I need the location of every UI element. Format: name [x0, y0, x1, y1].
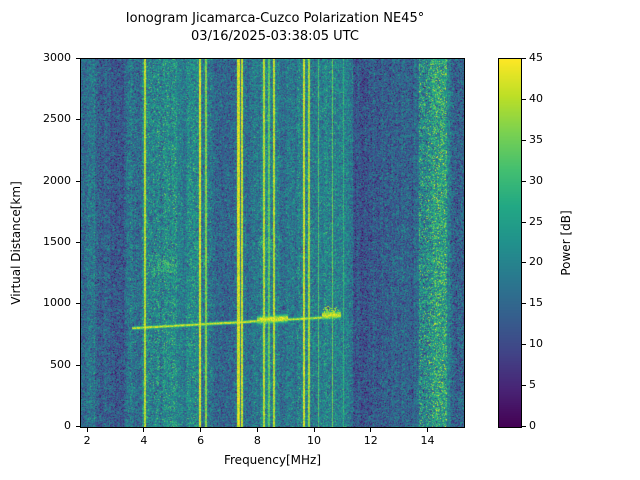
colorbar-label: Power [dB]: [559, 210, 573, 276]
y-tick-label: 1000: [43, 296, 71, 310]
colorbar: [498, 58, 522, 428]
x-tick-label: 2: [83, 434, 91, 447]
colorbar-tick-label: 40: [529, 91, 543, 105]
y-tick-mark: [76, 242, 80, 243]
y-tick-label: 1500: [43, 235, 71, 248]
colorbar-tick-label: 35: [529, 132, 543, 146]
colorbar-tick-mark: [522, 58, 526, 59]
y-tick-label: 2000: [43, 173, 71, 187]
y-tick-label: 2500: [43, 112, 71, 126]
x-tick-mark: [143, 428, 145, 432]
chart-title: Ionogram Jicamarca-Cuzco Polarization NE…: [125, 11, 425, 26]
colorbar-tick-mark: [522, 344, 526, 346]
heatmap-plot-area: [80, 58, 465, 428]
y-tick-mark: [76, 58, 80, 59]
x-tick-label: 14: [420, 434, 435, 447]
colorbar-tick-mark: [522, 303, 526, 305]
colorbar-tick-label: 0: [529, 419, 536, 432]
y-tick-label: 500: [50, 357, 71, 371]
colorbar-ticks: 0 5 10 15 20 25 30 35 40 45: [522, 51, 562, 432]
y-axis-ticks: 0 500 1000 1500 2000 2500 3000: [0, 51, 80, 432]
colorbar-tick-label: 10: [529, 337, 543, 351]
colorbar-tick-mark: [522, 180, 526, 182]
x-tick-mark: [86, 428, 88, 432]
colorbar-tick-label: 5: [529, 378, 536, 392]
y-tick-label: 0: [64, 419, 71, 432]
y-tick-mark: [76, 426, 80, 427]
x-tick-label: 8: [253, 434, 261, 447]
x-tick-label: 12: [363, 434, 378, 447]
colorbar-tick-mark: [522, 385, 526, 387]
x-tick-mark: [370, 428, 372, 432]
colorbar-tick-label: 30: [529, 173, 543, 187]
x-axis-label: Frequency[MHz]: [223, 453, 322, 467]
x-tick-label: 6: [197, 434, 205, 447]
colorbar-gradient: [499, 59, 521, 427]
x-tick-mark: [256, 428, 258, 432]
colorbar-tick-mark: [522, 221, 526, 223]
y-tick-mark: [76, 303, 80, 305]
colorbar-tick-label: 25: [529, 214, 543, 228]
y-tick-mark: [76, 119, 80, 121]
x-tick-label: 10: [307, 434, 322, 447]
x-tick-mark: [313, 428, 315, 432]
x-tick-label: 4: [140, 434, 148, 447]
y-tick-mark: [76, 364, 80, 366]
colorbar-tick-mark: [522, 426, 526, 427]
colorbar-tick-label: 45: [529, 51, 543, 64]
x-tick-mark: [427, 428, 429, 432]
y-tick-label: 3000: [43, 51, 71, 64]
ionogram-heatmap: [81, 59, 464, 427]
chart-subtitle: 03/16/2025-03:38:05 UTC: [191, 29, 359, 44]
colorbar-tick-mark: [522, 262, 526, 264]
colorbar-tick-mark: [522, 98, 526, 100]
colorbar-tick-label: 20: [529, 255, 543, 269]
colorbar-tick-label: 15: [529, 296, 543, 310]
x-axis-ticks: 2 4 6 8 10 12 14: [80, 428, 465, 452]
x-tick-mark: [200, 428, 202, 432]
y-tick-mark: [76, 180, 80, 182]
colorbar-tick-mark: [522, 139, 526, 141]
